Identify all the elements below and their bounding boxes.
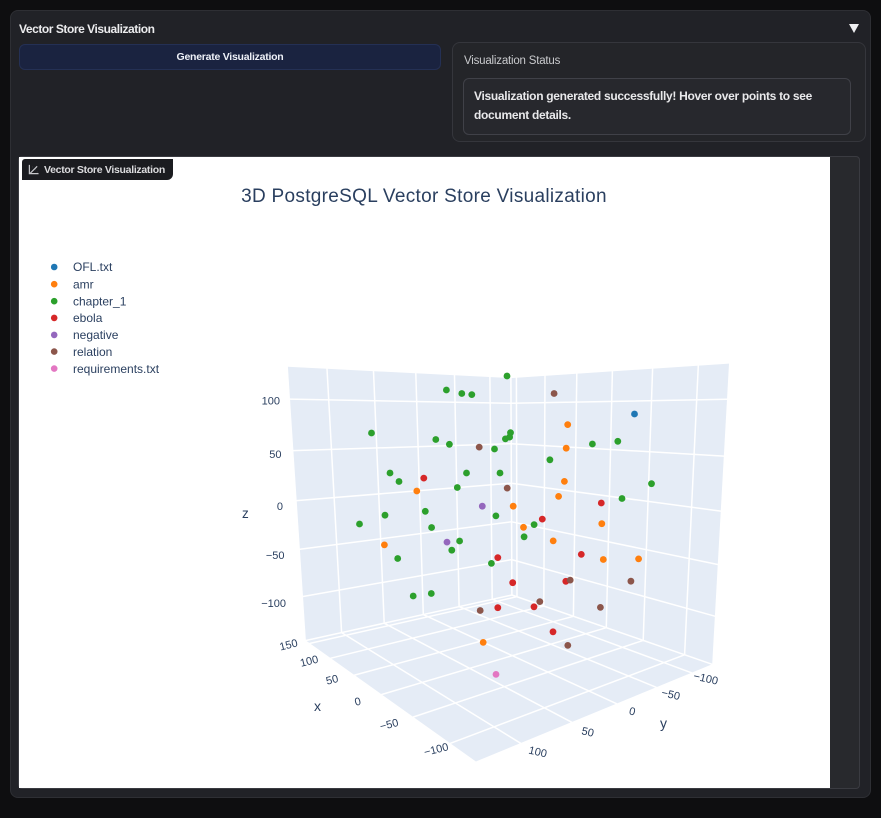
svg-text:−100: −100 — [692, 670, 719, 687]
svg-text:z: z — [242, 506, 249, 521]
svg-text:100: 100 — [262, 396, 280, 408]
svg-text:50: 50 — [580, 725, 595, 739]
svg-text:requirements.txt: requirements.txt — [73, 362, 160, 376]
svg-text:x: x — [314, 698, 321, 714]
svg-text:100: 100 — [527, 745, 548, 761]
svg-text:50: 50 — [269, 449, 281, 461]
svg-text:−50: −50 — [266, 550, 285, 562]
svg-text:−50: −50 — [660, 687, 681, 703]
svg-text:chapter_1: chapter_1 — [73, 294, 127, 308]
svg-text:100: 100 — [299, 654, 320, 670]
svg-text:amr: amr — [73, 277, 94, 291]
svg-text:−50: −50 — [379, 717, 400, 733]
svg-text:relation: relation — [73, 345, 112, 359]
svg-text:−100: −100 — [423, 741, 450, 759]
svg-text:ebola: ebola — [73, 311, 103, 325]
svg-text:0: 0 — [277, 501, 283, 513]
svg-text:0: 0 — [353, 696, 362, 709]
svg-text:negative: negative — [73, 328, 119, 342]
svg-text:3D PostgreSQL Vector Store Vis: 3D PostgreSQL Vector Store Visualization — [241, 186, 607, 207]
svg-text:−100: −100 — [261, 598, 286, 610]
svg-text:OFL.txt: OFL.txt — [73, 260, 113, 274]
svg-text:150: 150 — [278, 637, 299, 653]
svg-text:y: y — [660, 715, 667, 731]
svg-text:0: 0 — [628, 706, 637, 719]
svg-text:50: 50 — [325, 673, 340, 688]
